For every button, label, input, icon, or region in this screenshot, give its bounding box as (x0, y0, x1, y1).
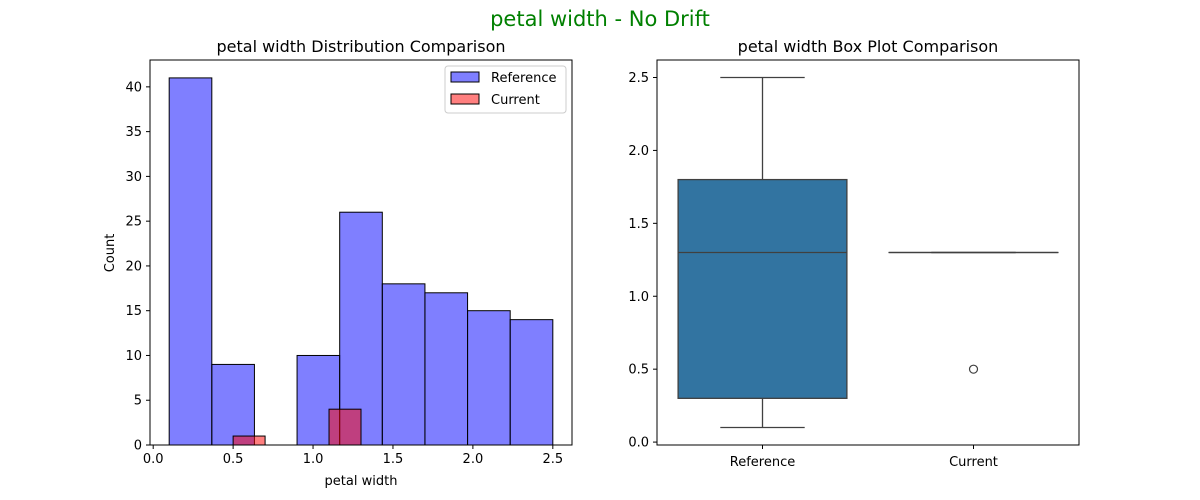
box-reference (677, 178, 848, 399)
boxplot-chart: petal width Box Plot Comparison 0.0 0.5 1.… (628, 37, 1080, 470)
hist-xtick-label: 0.5 (223, 452, 244, 467)
box-ytick-label: 0.5 (628, 363, 649, 378)
hist-ytick-label: 35 (125, 125, 142, 140)
box-xtick-label: Reference (730, 455, 795, 470)
hist-ytick-label: 40 (125, 80, 142, 95)
histogram-frame (149, 59, 573, 446)
boxplot-x-ticks: Reference Current (730, 445, 998, 470)
boxplot-frame (656, 59, 1080, 446)
hist-bar-reference-1 (211, 363, 255, 446)
histogram-xlabel: petal width (325, 474, 398, 489)
box-ytick-label: 0.0 (628, 436, 649, 451)
hist-bar-current-3 (328, 408, 362, 446)
hist-bar-reference-6 (424, 292, 469, 446)
hist-ytick-label: 15 (125, 304, 142, 319)
hist-bar-reference-5 (381, 283, 426, 446)
legend-label-reference: Reference (491, 71, 556, 86)
hist-ytick-label: 25 (125, 215, 142, 230)
histogram-chart: petal width Distribution Comparison 0.0 0… (103, 37, 573, 489)
histogram-x-ticks: 0.0 0.5 1.0 1.5 2.0 2.5 (143, 445, 563, 467)
hist-bar-reference-8 (509, 319, 554, 446)
hist-ytick-label: 0 (134, 439, 142, 454)
hist-xtick-label: 2.0 (463, 452, 484, 467)
hist-xtick-label: 1.5 (383, 452, 404, 467)
suptitle: petal width - No Drift (490, 7, 710, 31)
box-ytick-label: 1.0 (628, 290, 649, 305)
hist-xtick-label: 1.0 (303, 452, 324, 467)
hist-ytick-label: 5 (134, 394, 142, 409)
box-ytick-label: 2.0 (628, 144, 649, 159)
histogram-y-ticks: 0 5 10 15 20 25 30 35 40 (125, 80, 150, 454)
hist-bar-reference-0 (168, 77, 213, 446)
box-ytick-label: 2.5 (628, 71, 649, 86)
boxplot-y-ticks: 0.0 0.5 1.0 1.5 2.0 2.5 (628, 71, 657, 451)
hist-xtick-label: 2.5 (542, 452, 563, 467)
boxplot-title: petal width Box Plot Comparison (738, 37, 999, 56)
boxplot-marks (677, 76, 1059, 429)
legend: Reference Current (444, 65, 567, 114)
legend-label-current: Current (491, 93, 540, 108)
legend-swatch-current (450, 93, 480, 105)
box-xtick-label: Current (949, 455, 998, 470)
hist-bar-current-0 (232, 435, 266, 446)
box-ytick-label: 1.5 (628, 217, 649, 232)
hist-ytick-label: 20 (125, 259, 142, 274)
histogram-ylabel: Count (103, 234, 118, 273)
histogram-title: petal width Distribution Comparison (216, 37, 505, 56)
hist-bar-reference-4 (339, 211, 383, 446)
hist-bar-reference-7 (467, 310, 511, 446)
hist-xtick-label: 0.0 (143, 452, 164, 467)
histogram-bars (168, 77, 554, 446)
legend-swatch-reference (450, 71, 480, 83)
box-outlier-current (968, 364, 979, 374)
hist-ytick-label: 30 (125, 170, 142, 185)
hist-ytick-label: 10 (125, 349, 142, 364)
